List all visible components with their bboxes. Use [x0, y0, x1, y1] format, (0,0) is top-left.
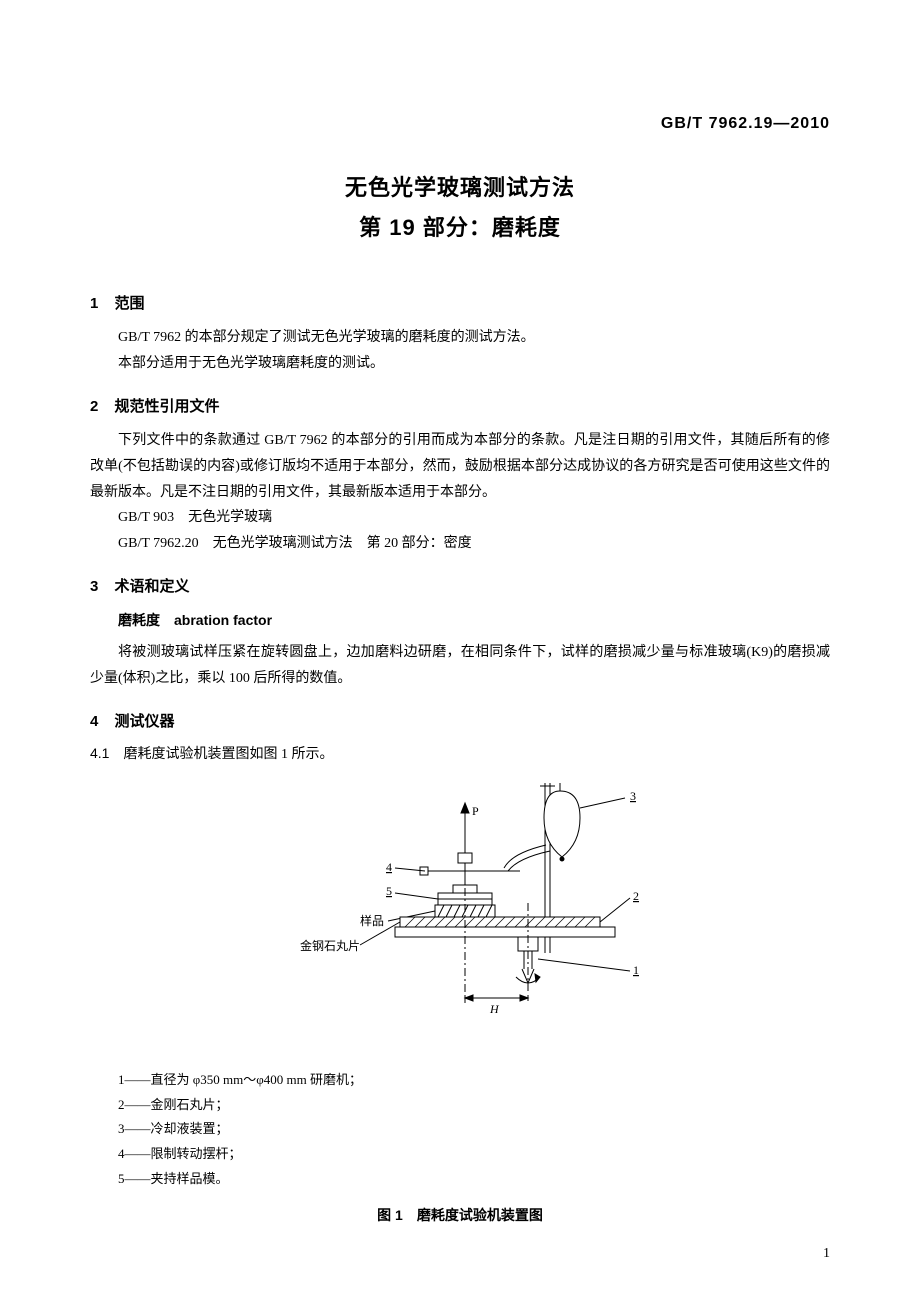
section-title: 测试仪器 [115, 713, 175, 730]
body-paragraph: GB/T 7962 的本部分规定了测试无色光学玻璃的磨耗度的测试方法。 [90, 325, 830, 351]
body-paragraph: 本部分适用于无色光学玻璃磨耗度的测试。 [90, 351, 830, 377]
legend-item: 3——冷却液装置； [118, 1117, 830, 1142]
sub-text: 磨耗度试验机装置图如图 1 所示。 [123, 747, 333, 762]
label-5: 5 [386, 884, 392, 898]
section-4-heading: 4 测试仪器 [90, 710, 830, 731]
legend-item: 2——金刚石丸片； [118, 1093, 830, 1118]
legend-item: 1——直径为 φ350 mm～φ400 mm 研磨机； [118, 1068, 830, 1093]
legend-item: 4——限制转动摆杆； [118, 1142, 830, 1167]
body-paragraph: 下列文件中的条款通过 GB/T 7962 的本部分的引用而成为本部分的条款。凡是… [90, 428, 830, 506]
section-num: 4 [90, 713, 98, 730]
label-2: 2 [633, 889, 639, 903]
label-h: H [489, 1002, 500, 1016]
body-paragraph: GB/T 903 无色光学玻璃 [90, 505, 830, 531]
section-3-heading: 3 术语和定义 [90, 575, 830, 596]
title-block: 无色光学玻璃测试方法 第 19 部分：磨耗度 [90, 170, 830, 242]
label-4: 4 [386, 860, 392, 874]
legend-item: 5——夹持样品模。 [118, 1167, 830, 1192]
section-title: 规范性引用文件 [115, 398, 220, 415]
title-line2: 第 19 部分：磨耗度 [90, 210, 830, 242]
body-paragraph: GB/T 7962.20 无色光学玻璃测试方法 第 20 部分：密度 [90, 531, 830, 557]
section-title: 范围 [115, 295, 145, 312]
sub-num: 4.1 [90, 745, 109, 761]
title-line1: 无色光学玻璃测试方法 [90, 170, 830, 202]
standard-code: GB/T 7962.19—2010 [661, 115, 830, 133]
label-3: 3 [630, 789, 636, 803]
apparatus-diagram: P 3 4 5 样品 金钢石丸片 2 1 H [260, 773, 660, 1053]
body-paragraph: 将被测玻璃试样压紧在旋转圆盘上，边加磨料边研磨，在相同条件下，试样的磨损减少量与… [90, 640, 830, 692]
term-en: abration factor [174, 612, 272, 628]
term-heading: 磨耗度 abration factor [90, 610, 830, 630]
section-num: 3 [90, 578, 98, 595]
subsection-4-1: 4.1 磨耗度试验机装置图如图 1 所示。 [90, 743, 830, 763]
label-sample: 样品 [360, 913, 384, 928]
label-1: 1 [633, 963, 639, 977]
section-2-heading: 2 规范性引用文件 [90, 395, 830, 416]
section-num: 2 [90, 398, 98, 415]
label-disc: 金钢石丸片 [300, 938, 360, 953]
label-p: P [472, 804, 479, 818]
section-title: 术语和定义 [115, 578, 190, 595]
section-num: 1 [90, 295, 98, 312]
figure-1: P 3 4 5 样品 金钢石丸片 2 1 H [90, 773, 830, 1058]
section-1-heading: 1 范围 [90, 292, 830, 313]
figure-legend: 1——直径为 φ350 mm～φ400 mm 研磨机； 2——金刚石丸片； 3—… [118, 1068, 830, 1191]
figure-caption: 图 1 磨耗度试验机装置图 [90, 1205, 830, 1225]
term-cn: 磨耗度 [118, 612, 160, 628]
page-number: 1 [823, 1246, 830, 1262]
